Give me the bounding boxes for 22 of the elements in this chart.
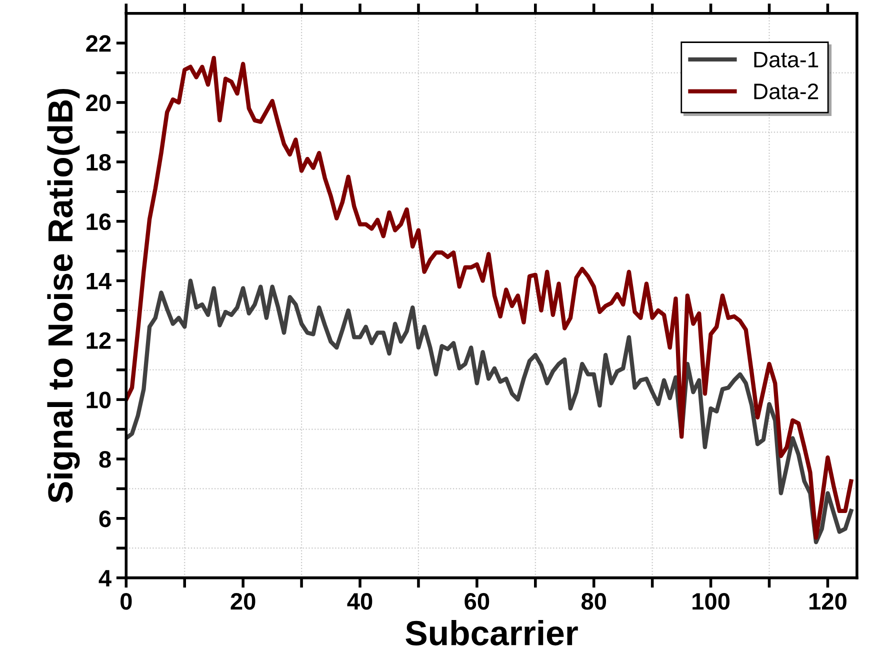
y-tick-label: 10: [86, 392, 111, 408]
legend-label: Data-2: [754, 84, 818, 100]
x-tick-label: 20: [230, 593, 256, 610]
line-series: [126, 278, 854, 544]
y-tick-label: 12: [86, 332, 111, 349]
y-tick-label: 16: [86, 213, 111, 230]
x-tick-label: 0: [120, 593, 132, 610]
y-tick-label: 22: [86, 35, 111, 52]
x-axis-title: Subcarrier: [406, 620, 578, 646]
y-tick-label: 14: [86, 273, 112, 290]
y-axis-title: Signal to Noise Ratio(dB): [47, 88, 80, 503]
y-tick-label: 20: [86, 94, 111, 112]
y-tick-label: 4: [98, 570, 112, 586]
y-tick-label: 8: [99, 451, 111, 468]
x-tick-label: 40: [347, 593, 372, 610]
y-tick-label: 6: [99, 510, 111, 528]
x-tick-label: 100: [692, 593, 730, 610]
x-tick-label: 120: [810, 593, 846, 610]
x-tick-label: 80: [581, 593, 606, 610]
x-tick-label: 60: [464, 593, 490, 610]
y-tick-label: 18: [86, 154, 111, 171]
legend-label: Data-1: [754, 52, 818, 68]
